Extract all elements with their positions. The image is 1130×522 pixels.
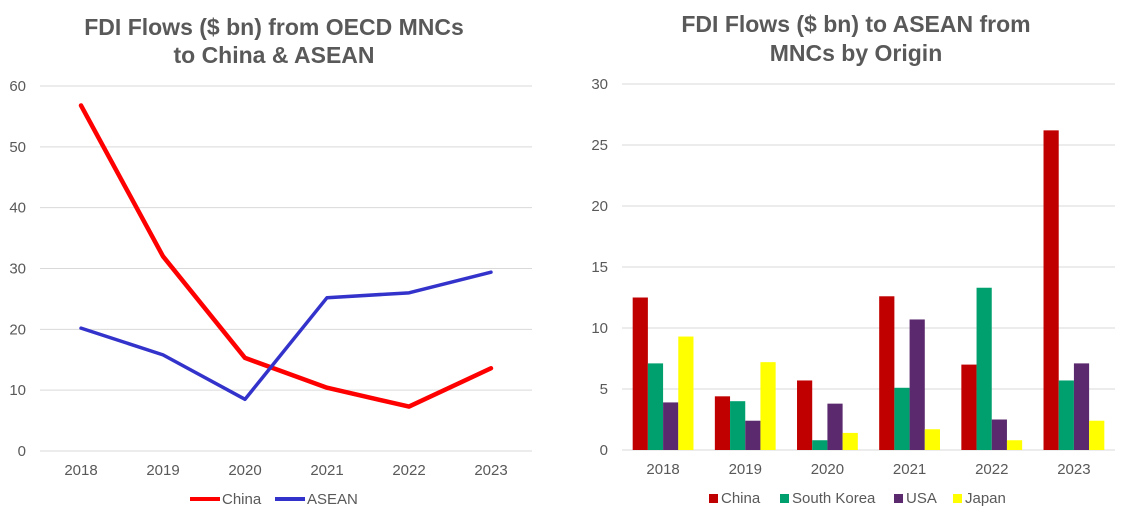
bar-usa-2022: [991, 419, 1007, 450]
bar-chart: FDI Flows ($ bn) to ASEAN from MNCs by O…: [591, 11, 1115, 507]
legend-label-china: China: [721, 490, 761, 507]
bar-chart-title-line1: FDI Flows ($ bn) to ASEAN from: [681, 11, 1030, 37]
bar-chart-legend: China South Korea USA Japan: [709, 490, 1006, 507]
x-tick-label: 2023: [1057, 461, 1090, 478]
x-tick-label: 2021: [893, 461, 926, 478]
x-tick-label: 2018: [646, 461, 679, 478]
bar-chart-bars: [632, 130, 1105, 451]
bar-usa-2018: [663, 402, 679, 450]
bar-china-2020: [797, 380, 813, 450]
bar-china-2023: [1043, 130, 1059, 451]
bar-china-2019: [714, 396, 731, 450]
y-tick-label: 10: [9, 382, 26, 399]
legend-label-south-korea: South Korea: [792, 490, 876, 507]
y-tick-label: 20: [591, 198, 608, 215]
line-chart-title-line1: FDI Flows ($ bn) from OECD MNCs: [84, 14, 464, 40]
bar-china-2018: [632, 297, 648, 450]
y-tick-label: 30: [9, 261, 26, 278]
legend-label-asean: ASEAN: [307, 491, 358, 508]
y-tick-label: 40: [9, 200, 26, 217]
bar-south-korea-2020: [812, 440, 828, 450]
legend-swatch-china: [709, 494, 718, 503]
bar-japan-2020: [842, 432, 858, 450]
bar-chart-title-line2: MNCs by Origin: [770, 40, 943, 66]
line-chart-legend: China ASEAN: [190, 491, 358, 508]
x-tick-label: 2018: [64, 462, 97, 479]
bar-japan-2023: [1089, 420, 1105, 450]
bar-chart-y-axis: 0 5 10 15 20 25 30: [591, 76, 608, 459]
legend-label-china: China: [222, 491, 262, 508]
y-tick-label: 0: [600, 442, 608, 459]
bar-china-2021: [879, 296, 895, 450]
line-chart-x-axis: 2018 2019 2020 2021 2022 2023: [64, 462, 507, 479]
x-tick-label: 2019: [729, 461, 762, 478]
line-chart-series: [78, 103, 494, 409]
x-tick-label: 2019: [146, 462, 179, 479]
y-tick-label: 25: [591, 137, 608, 154]
y-tick-label: 60: [9, 78, 26, 95]
bar-japan-2018: [678, 336, 694, 450]
series-line-asean: [79, 270, 493, 402]
line-chart-gridlines: [40, 85, 532, 452]
bar-south-korea-2018: [647, 363, 664, 450]
x-tick-label: 2020: [228, 462, 261, 479]
bar-south-korea-2023: [1058, 380, 1074, 450]
bar-south-korea-2021: [894, 387, 910, 450]
bar-japan-2022: [1006, 440, 1023, 450]
legend-label-usa: USA: [906, 490, 937, 507]
x-tick-label: 2022: [392, 462, 425, 479]
line-chart-title-line2: to China & ASEAN: [173, 42, 374, 68]
bar-japan-2021: [924, 429, 940, 450]
bar-south-korea-2019: [730, 401, 746, 450]
bar-usa-2023: [1073, 363, 1090, 450]
bar-chart-x-axis: 2018 2019 2020 2021 2022 2023: [646, 461, 1090, 478]
bar-japan-2019: [760, 362, 776, 450]
x-tick-label: 2020: [811, 461, 844, 478]
legend-label-japan: Japan: [965, 490, 1006, 507]
legend-swatch-japan: [953, 494, 962, 503]
bar-china-2022: [961, 364, 977, 450]
y-tick-label: 10: [591, 320, 608, 337]
bar-south-korea-2022: [976, 287, 992, 450]
y-tick-label: 30: [591, 76, 608, 93]
line-chart-y-axis: 0 10 20 30 40 50 60: [9, 78, 26, 460]
y-tick-label: 20: [9, 321, 26, 338]
y-tick-label: 0: [18, 443, 26, 460]
legend-swatch-usa: [894, 494, 903, 503]
bar-chart-gridlines: [622, 83, 1115, 451]
bar-usa-2020: [827, 403, 843, 450]
bar-usa-2021: [909, 319, 925, 450]
series-line-china: [78, 103, 494, 409]
x-tick-label: 2021: [310, 462, 343, 479]
bar-usa-2019: [745, 420, 761, 450]
x-tick-label: 2023: [474, 462, 507, 479]
y-tick-label: 5: [600, 381, 608, 398]
y-tick-label: 50: [9, 139, 26, 156]
line-chart: FDI Flows ($ bn) from OECD MNCs to China…: [9, 14, 532, 508]
legend-swatch-south-korea: [780, 494, 789, 503]
y-tick-label: 15: [591, 259, 608, 276]
x-tick-label: 2022: [975, 461, 1008, 478]
